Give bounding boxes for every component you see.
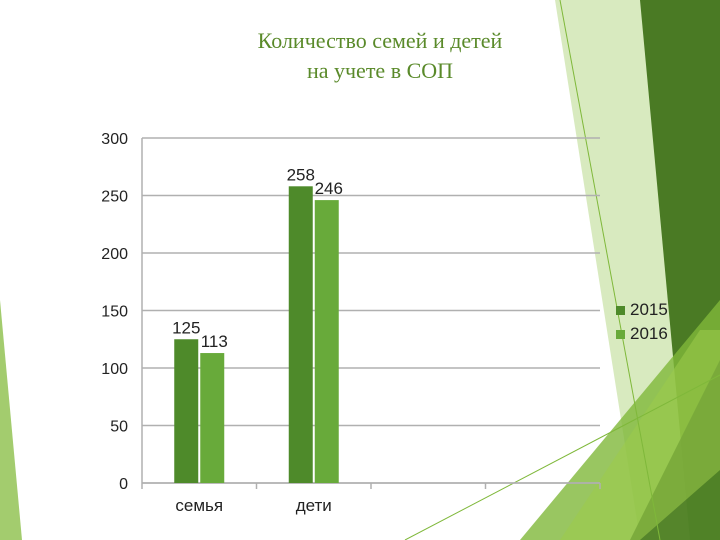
legend-label-2015: 2015 — [630, 300, 668, 319]
bar — [288, 186, 313, 484]
y-tick-label: 100 — [101, 361, 128, 378]
legend-label-2016: 2016 — [630, 324, 668, 343]
chart-title: Количество семей и детей на учете в СОП — [180, 26, 580, 86]
legend: 2015 2016 — [616, 298, 668, 346]
deco-line-b — [404, 374, 720, 540]
title-line-2: на учете в СОП — [306, 58, 454, 83]
x-category-label: дети — [296, 496, 332, 515]
y-tick-label: 150 — [101, 304, 128, 321]
title-line-1: Количество семей и детей — [257, 28, 503, 53]
y-tick-label: 0 — [119, 476, 128, 493]
data-label: 113 — [201, 332, 228, 351]
x-category-label: семья — [175, 496, 223, 515]
data-label: 246 — [315, 179, 343, 198]
bar — [174, 339, 199, 483]
bar — [314, 200, 339, 483]
y-tick-label: 250 — [101, 189, 128, 206]
deco-line-a — [559, 0, 661, 540]
legend-item-2015: 2015 — [616, 298, 668, 322]
y-tick-label: 200 — [101, 246, 128, 263]
legend-swatch-2015 — [616, 305, 625, 315]
y-tick-label: 50 — [110, 419, 128, 436]
bar — [200, 353, 225, 483]
data-label: 258 — [287, 165, 315, 184]
legend-item-2016: 2016 — [616, 322, 668, 346]
deco-left-sliver — [0, 300, 22, 540]
legend-swatch-2016 — [616, 329, 625, 339]
data-label: 125 — [172, 318, 200, 337]
y-tick-label: 300 — [101, 131, 128, 148]
